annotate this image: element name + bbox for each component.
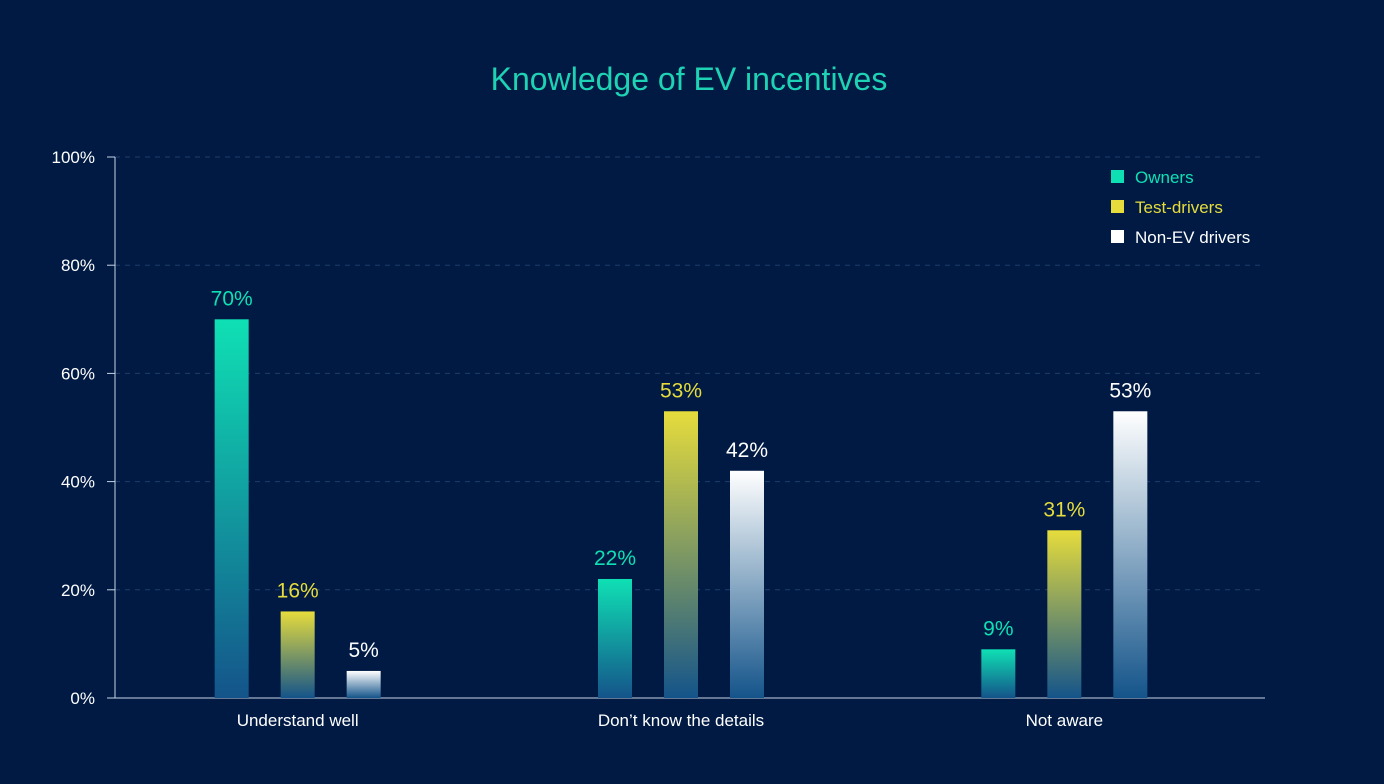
data-label: 9%	[983, 617, 1013, 640]
y-tick-label: 20%	[61, 581, 95, 600]
legend-label: Non-EV drivers	[1135, 228, 1250, 247]
data-label: 53%	[1109, 379, 1151, 402]
bar-owners	[598, 578, 632, 698]
x-tick-label: Not aware	[1026, 711, 1103, 730]
bar-owners	[214, 319, 249, 698]
legend-swatch	[1111, 170, 1124, 183]
legend-swatch	[1111, 230, 1124, 243]
data-label: 22%	[594, 547, 636, 570]
data-label: 42%	[726, 439, 768, 462]
data-label: 53%	[660, 379, 702, 402]
bar-non-ev-drivers	[346, 670, 381, 698]
data-label: 5%	[348, 639, 378, 662]
x-tick-label: Don’t know the details	[598, 711, 764, 730]
bar-non-ev-drivers	[730, 470, 764, 698]
bar-owners	[981, 649, 1016, 698]
y-tick-label: 100%	[52, 148, 95, 167]
y-tick-label: 60%	[61, 364, 95, 383]
bar-test-drivers	[280, 611, 315, 698]
chart-title: Knowledge of EV incentives	[491, 61, 888, 97]
bar-non-ev-drivers	[1113, 411, 1148, 698]
data-label: 16%	[277, 579, 319, 602]
legend-swatch	[1111, 200, 1124, 213]
bar-test-drivers	[664, 411, 698, 698]
y-tick-label: 40%	[61, 473, 95, 492]
legend-label: Owners	[1135, 168, 1194, 187]
data-label: 70%	[211, 287, 253, 310]
y-tick-label: 80%	[61, 256, 95, 275]
data-label: 31%	[1043, 498, 1085, 521]
y-tick-label: 0%	[70, 689, 95, 708]
x-tick-label: Understand well	[237, 711, 359, 730]
bar-test-drivers	[1047, 530, 1082, 698]
legend-label: Test-drivers	[1135, 198, 1223, 217]
